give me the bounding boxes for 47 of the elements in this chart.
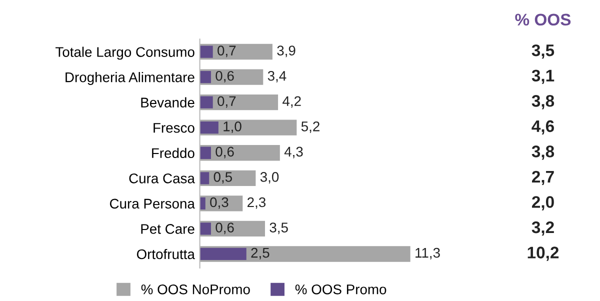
bar xyxy=(200,222,211,235)
legend-label: % OOS NoPromo xyxy=(141,284,250,294)
data-label: 0,7 xyxy=(218,96,236,108)
y-tick-label: Drogheria Alimentare xyxy=(66,72,194,85)
y-tick-label: Bevande xyxy=(141,97,194,108)
legend-label: % OOS Promo xyxy=(295,284,386,294)
data-label: 0,3 xyxy=(210,197,228,209)
bar xyxy=(200,46,213,58)
y-tick-label: Totale Largo Consumo xyxy=(56,46,194,60)
text: 3,2 xyxy=(532,221,554,236)
text: 3,1 xyxy=(532,70,554,84)
data-label: 4,2 xyxy=(282,96,301,108)
bar xyxy=(200,248,246,260)
text: 3,5 xyxy=(532,44,554,59)
bar xyxy=(200,96,213,108)
y-tick-label: Fresco xyxy=(154,123,194,133)
text: 10,2 xyxy=(528,246,559,261)
data-label: 1,0 xyxy=(224,121,242,133)
text: % OOS xyxy=(515,14,571,26)
data-label: 3,0 xyxy=(260,172,279,184)
y-tick-label: Pet Care xyxy=(141,224,194,234)
bar xyxy=(200,172,210,184)
data-label: 2,5 xyxy=(251,248,270,260)
y-tick-label: Cura Persona xyxy=(110,198,195,209)
data-label: 5,2 xyxy=(301,121,320,133)
data-label: 0,6 xyxy=(216,146,234,158)
data-label: 4,3 xyxy=(284,146,303,158)
y-tick-label: Ortofrutta xyxy=(136,248,195,260)
data-label: 2,3 xyxy=(248,197,266,209)
data-label: 0,5 xyxy=(214,172,232,184)
y-tick-label: Freddo xyxy=(152,148,194,158)
data-label: 3,5 xyxy=(270,222,288,234)
y-tick-label: Cura Casa xyxy=(129,173,195,184)
data-label: 0,7 xyxy=(218,46,236,58)
data-label: 3,9 xyxy=(277,46,296,58)
text: 4,6 xyxy=(532,120,554,134)
bar xyxy=(200,70,211,84)
text: 2,0 xyxy=(532,196,554,210)
text: 3,8 xyxy=(532,146,554,160)
text: 2,7 xyxy=(532,170,554,186)
data-label: 11,3 xyxy=(416,248,440,260)
data-label: 3,4 xyxy=(268,70,286,82)
bar xyxy=(200,122,218,134)
data-label: 0,6 xyxy=(216,70,234,82)
text: 3,8 xyxy=(532,94,554,110)
data-label: 0,6 xyxy=(216,222,234,234)
bar xyxy=(200,146,211,159)
